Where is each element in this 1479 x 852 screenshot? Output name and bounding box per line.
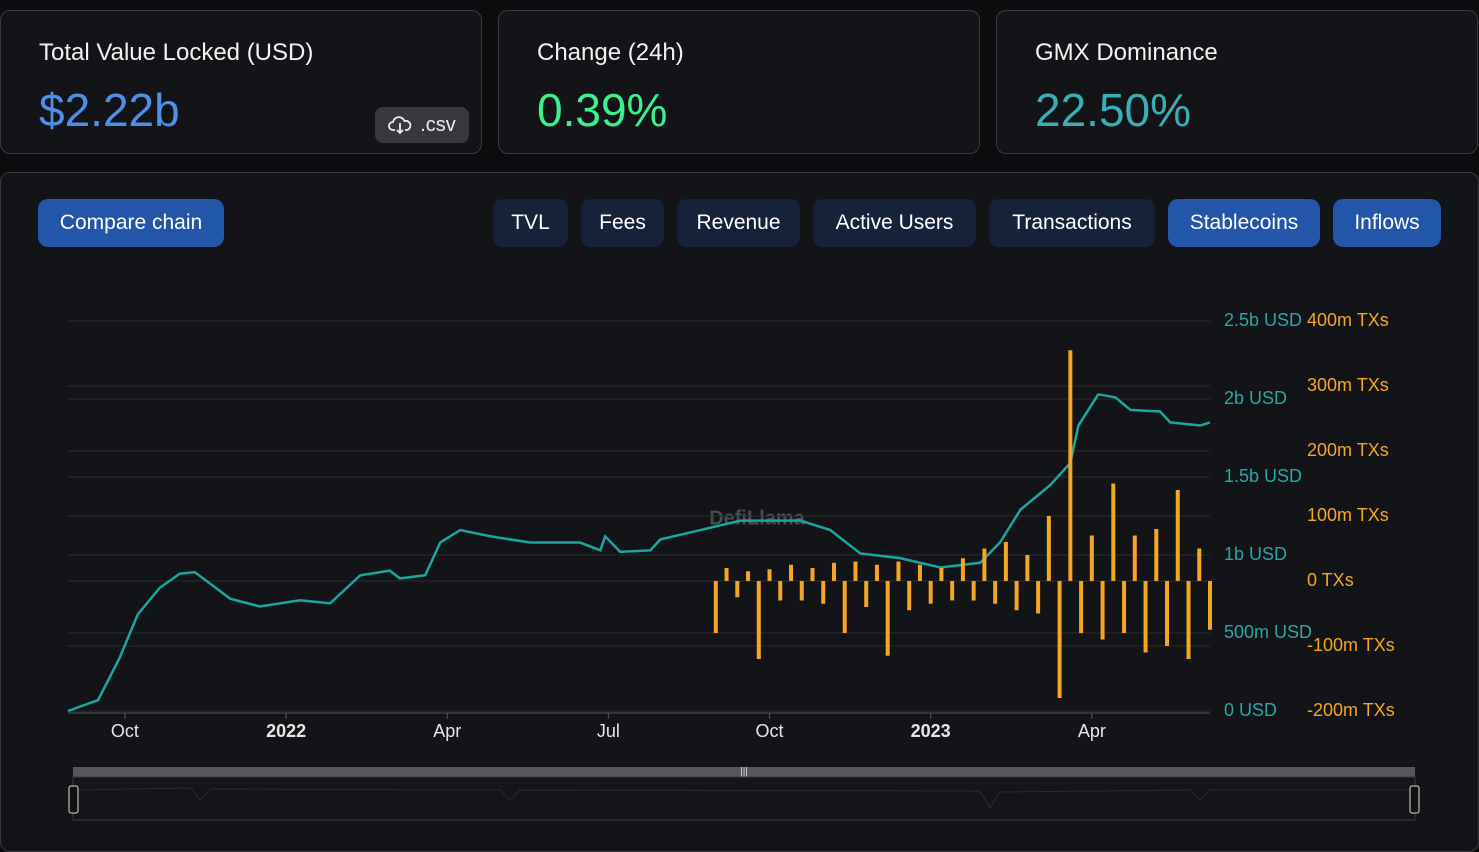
tx-bar <box>799 581 804 601</box>
tx-bar <box>971 581 976 601</box>
y2-tick-label: 0 TXs <box>1307 570 1354 590</box>
tx-bar <box>917 564 922 581</box>
y-tick-label: 2.5b USD <box>1224 310 1302 330</box>
stat-card: GMX Dominance 22.50% <box>996 10 1478 154</box>
tx-bar <box>960 558 965 581</box>
watermark: DefiLlama <box>709 507 805 529</box>
tab[interactable]: Fees <box>581 199 664 247</box>
tab[interactable]: Revenue <box>677 199 800 247</box>
x-tick-label: Apr <box>1078 721 1106 741</box>
tx-bar <box>767 569 772 581</box>
x-tick-label: Oct <box>111 721 139 741</box>
x-tick-label: Oct <box>756 721 784 741</box>
tx-bar <box>885 581 890 656</box>
tx-bar <box>1132 535 1137 581</box>
tx-bar <box>1143 581 1148 653</box>
tvl-line <box>67 392 1211 713</box>
y-tick-label: 500m USD <box>1224 622 1312 642</box>
tx-bar <box>993 581 998 604</box>
range-handle[interactable] <box>1409 785 1420 814</box>
y2-tick-label: -100m TXs <box>1307 635 1395 655</box>
stat-label: Total Value Locked (USD) <box>39 39 314 66</box>
stat-label: GMX Dominance <box>1035 39 1218 66</box>
tx-bar <box>746 571 751 581</box>
y-tick-label: 2b USD <box>1224 388 1287 408</box>
y2-tick-label: 200m TXs <box>1307 440 1389 460</box>
tx-bar <box>756 581 761 659</box>
tx-bar <box>1100 581 1105 640</box>
page: Total Value Locked (USD) $2.22b .csv Cha… <box>0 10 1479 852</box>
x-tick-label: Apr <box>433 721 461 741</box>
download-icon <box>388 116 412 135</box>
x-tick-label: 2022 <box>266 721 306 741</box>
tx-bar <box>1025 555 1030 581</box>
tx-bar <box>842 581 847 633</box>
tx-bar <box>874 564 879 581</box>
tx-bar <box>810 568 815 581</box>
y2-tick-label: 100m TXs <box>1307 505 1389 525</box>
tx-bar <box>1208 581 1212 630</box>
range-preview <box>74 787 1413 809</box>
tx-bar <box>1079 581 1084 633</box>
tx-bar <box>950 581 955 601</box>
compare-button[interactable]: Compare chain <box>38 199 224 247</box>
tx-bar <box>928 581 933 604</box>
tx-bar <box>778 581 783 601</box>
tx-bar <box>1197 548 1202 581</box>
y-tick-label: 1.5b USD <box>1224 466 1302 486</box>
tab[interactable]: Transactions <box>989 199 1155 247</box>
tx-bar <box>831 562 836 581</box>
tab[interactable]: Active Users <box>813 199 976 247</box>
csv-label: .csv <box>420 113 456 136</box>
tx-bar <box>735 581 740 598</box>
stat-card: Change (24h) 0.39% <box>498 10 980 154</box>
tx-bar <box>1154 529 1159 581</box>
x-tick-label: 2023 <box>911 721 951 741</box>
y-tick-label: 0 USD <box>1224 700 1277 720</box>
range-slider-bar[interactable] <box>73 767 1415 777</box>
stat-value: 0.39% <box>537 84 668 136</box>
tab[interactable]: TVL <box>493 199 568 247</box>
tx-bar <box>1089 535 1094 581</box>
range-handle[interactable] <box>68 785 79 814</box>
stat-value: $2.22b <box>39 84 180 136</box>
csv-button[interactable]: .csv <box>375 107 469 143</box>
y2-tick-label: 400m TXs <box>1307 310 1389 330</box>
y2-tick-label: -200m TXs <box>1307 700 1395 720</box>
chart-panel <box>0 172 1479 852</box>
tx-bar <box>864 581 869 607</box>
chart: DefiLlama 0 USD 500m USD 1b USD 1.5b USD 2b … <box>67 310 1420 821</box>
tx-bar <box>853 561 858 581</box>
tx-bar <box>1057 581 1062 698</box>
tx-bar <box>1122 581 1127 633</box>
tx-bar <box>1014 581 1019 611</box>
tx-bar <box>1036 581 1041 614</box>
tx-bar <box>1003 542 1008 581</box>
tx-bar <box>1111 483 1116 581</box>
stat-value: 22.50% <box>1035 84 1192 136</box>
range-slider[interactable] <box>72 776 1416 821</box>
y2-tick-label: 300m TXs <box>1307 375 1389 395</box>
tx-bar <box>939 568 944 581</box>
tab[interactable]: Stablecoins <box>1168 199 1320 247</box>
tx-bar <box>1165 581 1170 646</box>
tx-bar <box>907 581 912 611</box>
tx-bar <box>724 568 729 581</box>
tx-bar <box>1068 350 1073 581</box>
tx-bar <box>1046 516 1051 581</box>
tx-bar <box>1186 581 1191 659</box>
stat-card: Total Value Locked (USD) $2.22b .csv <box>0 10 482 154</box>
tab[interactable]: Inflows <box>1333 199 1441 247</box>
tx-bar <box>821 581 826 604</box>
tx-bar <box>789 564 794 581</box>
tx-bar <box>896 561 901 581</box>
stat-label: Change (24h) <box>537 39 684 66</box>
x-tick-label: Jul <box>597 721 620 741</box>
range-grip[interactable]: ||| <box>740 767 748 778</box>
tx-bar <box>713 581 718 633</box>
tx-bar <box>982 548 987 581</box>
y-tick-label: 1b USD <box>1224 544 1287 564</box>
tx-bar <box>1175 490 1180 581</box>
